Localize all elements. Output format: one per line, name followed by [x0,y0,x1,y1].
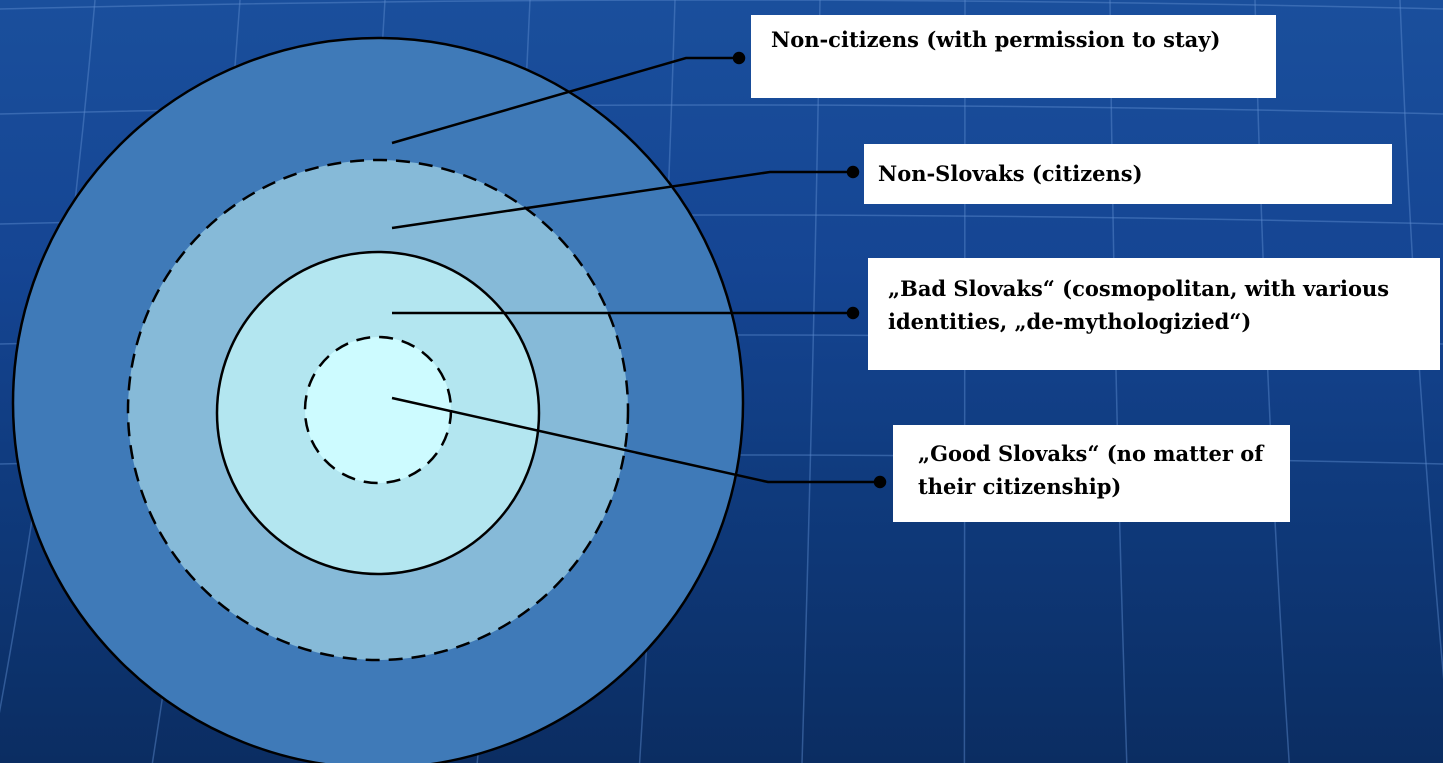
leader-dot-non-slovaks [846,165,860,179]
grid-latitude-line [0,0,1443,10]
label-non-citizens: Non-citizens (with permission to stay) [751,15,1276,98]
grid-longitude-line [1399,0,1443,680]
leader-line-non-slovaks [391,170,851,230]
grid-longitude-line [963,0,966,763]
grid-longitude-line [1109,0,1128,763]
core-circle-good-slovaks [303,335,453,485]
leader-dot-non-citizens [732,51,746,65]
label-good-slovaks: „Good Slovaks“ (no matter of their citiz… [893,425,1290,522]
label-bad-slovaks: „Bad Slovaks“ (cosmopolitan, with variou… [868,258,1440,370]
leader-line-non-citizens [391,56,737,145]
grid-longitude-line [1254,0,1290,763]
grid-longitude-line [801,0,821,763]
leader-dot-good-slovaks [873,475,887,489]
leader-dot-bad-slovaks [846,306,860,320]
leader-lines [391,51,887,489]
label-non-slovaks: Non-Slovaks (citizens) [864,144,1392,204]
leader-line-good-slovaks [391,396,878,484]
